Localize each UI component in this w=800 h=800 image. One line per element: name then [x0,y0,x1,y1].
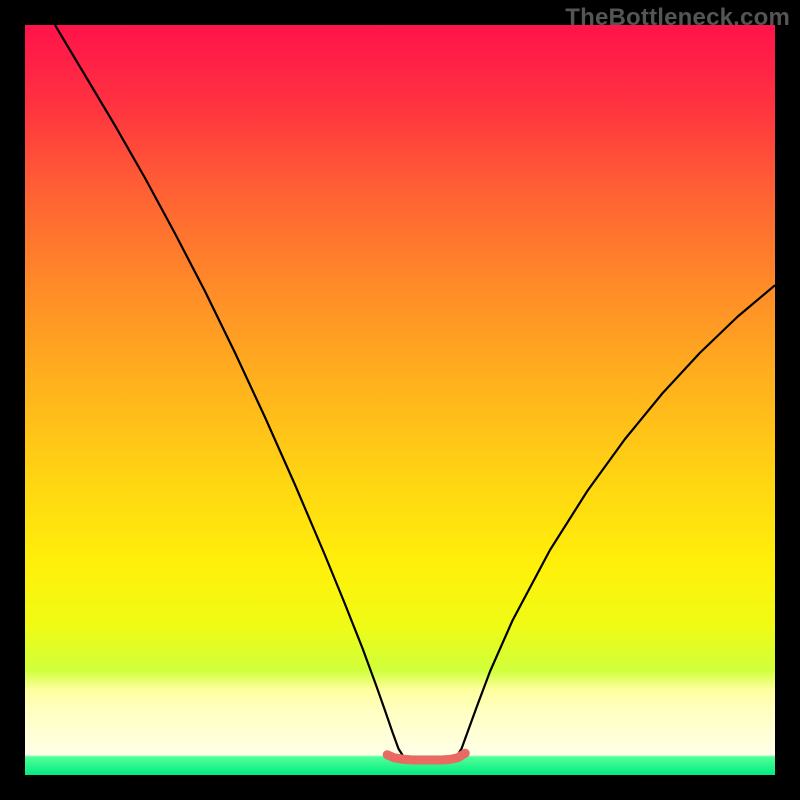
chart-container: TheBottleneck.com [0,0,800,800]
plot-area [25,25,775,775]
plot-svg [25,25,775,775]
watermark-text: TheBottleneck.com [565,4,790,32]
gradient-background [25,25,775,775]
